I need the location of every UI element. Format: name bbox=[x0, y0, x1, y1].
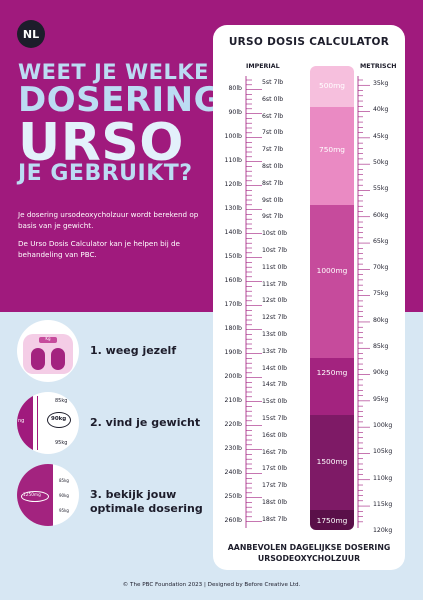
stone-label: 5st 7lb bbox=[262, 79, 284, 86]
stone-label: 13st 7lb bbox=[262, 347, 288, 355]
dose-label: 1750mg bbox=[316, 516, 348, 525]
kg-label: 105kg bbox=[373, 448, 393, 456]
lb-label: 190lb bbox=[224, 349, 242, 356]
lb-label: 260lb bbox=[224, 517, 242, 524]
lb-label: 230lb bbox=[224, 445, 242, 452]
kg-label: 60kg bbox=[373, 211, 389, 219]
stone-label: 10st 7lb bbox=[262, 247, 288, 254]
lb-label: 210lb bbox=[224, 397, 242, 404]
intro-paragraph-1: Je dosering ursodeoxycholzuur wordt bere… bbox=[18, 210, 199, 230]
stone-label: 6st 7lb bbox=[262, 112, 284, 120]
dose-band-1000mg bbox=[310, 205, 354, 358]
dose-band-1250mg bbox=[310, 358, 354, 415]
dose-label: 750mg bbox=[319, 145, 345, 154]
imperial-header: IMPERIAL bbox=[246, 63, 280, 70]
dose-band-1750mg bbox=[310, 510, 354, 530]
dose-band-750mg bbox=[310, 107, 354, 205]
kg-label: 100kg bbox=[373, 421, 393, 429]
lb-label: 150lb bbox=[224, 253, 242, 260]
stone-label: 7st 0lb bbox=[262, 129, 284, 137]
stone-label: 6st 0lb bbox=[262, 95, 284, 103]
dose-label: 500mg bbox=[319, 81, 345, 90]
stone-label: 12st 7lb bbox=[262, 314, 288, 322]
kg-label: 90kg bbox=[373, 369, 389, 377]
stone-label: 18st 0lb bbox=[262, 499, 288, 506]
stone-label: 10st 0lb bbox=[262, 230, 288, 238]
kg-label: 95kg bbox=[373, 395, 389, 403]
stone-label: 16st 7lb bbox=[262, 448, 288, 456]
recommend-line-2: URSODEOXYCHOLZUUR bbox=[257, 554, 361, 563]
stone-label: 17st 7lb bbox=[262, 482, 288, 490]
stone-label: 8st 0lb bbox=[262, 163, 284, 170]
dose-label: 1250mg bbox=[316, 368, 348, 377]
scale-icon: Kg bbox=[17, 320, 79, 382]
step-2-label: 2. vind je gewicht bbox=[90, 416, 201, 429]
stone-label: 17st 0lb bbox=[262, 465, 288, 473]
dose-chart-icon: 1250mg 85kg 90kg 95kg bbox=[17, 464, 79, 526]
lb-label: 250lb bbox=[224, 493, 242, 500]
stone-label: 12st 0lb bbox=[262, 297, 288, 305]
recommend-line-1: AANBEVOLEN DAGELIJKSE DOSERING bbox=[227, 543, 391, 552]
kg-label: 65kg bbox=[373, 237, 389, 245]
stone-label: 14st 0lb bbox=[262, 364, 288, 372]
kg-label: 85kg bbox=[373, 343, 389, 350]
kg-label: 50kg bbox=[373, 158, 389, 166]
stone-label: 8st 7lb bbox=[262, 179, 284, 187]
lb-label: 180lb bbox=[224, 325, 242, 332]
lb-label: 120lb bbox=[224, 181, 242, 188]
stone-label: 9st 0lb bbox=[262, 196, 284, 204]
kg-label: 115kg bbox=[373, 500, 393, 508]
headline-line-3: URSO bbox=[18, 113, 184, 173]
lb-label: 130lb bbox=[224, 205, 242, 212]
stone-label: 16st 0lb bbox=[262, 431, 288, 439]
dose-label: 1000mg bbox=[316, 266, 348, 275]
headline-line-1: WEET JE WELKE bbox=[18, 60, 209, 84]
kg-label: 80kg bbox=[373, 316, 389, 324]
kg-label: 40kg bbox=[373, 106, 389, 114]
language-badge: NL bbox=[17, 20, 45, 48]
lb-label: 220lb bbox=[224, 421, 242, 428]
kg-label: 70kg bbox=[373, 264, 389, 272]
stone-label: 15st 7lb bbox=[262, 415, 288, 422]
lb-label: 240lb bbox=[224, 469, 242, 476]
stone-label: 18st 7lb bbox=[262, 515, 288, 523]
intro-paragraph-2: De Urso Dosis Calculator kan je helpen b… bbox=[18, 239, 180, 259]
kg-label: 35kg bbox=[373, 80, 389, 87]
footer-credit: © The PBC Foundation 2023 | Designed by … bbox=[122, 582, 301, 588]
stone-label: 9st 7lb bbox=[262, 213, 284, 221]
lb-label: 170lb bbox=[224, 301, 242, 308]
kg-label: 55kg bbox=[373, 185, 389, 193]
ruler-icon: ng 85kg 90kg 95kg bbox=[17, 392, 79, 454]
dose-label: 1500mg bbox=[316, 457, 348, 466]
stone-label: 13st 0lb bbox=[262, 331, 288, 338]
stone-label: 15st 0lb bbox=[262, 398, 288, 406]
lb-label: 90lb bbox=[228, 109, 242, 116]
stone-label: 14st 7lb bbox=[262, 381, 288, 389]
dose-band-1500mg bbox=[310, 415, 354, 510]
kg-label: 75kg bbox=[373, 290, 389, 298]
step-1-label: 1. weeg jezelf bbox=[90, 344, 177, 357]
lb-label: 160lb bbox=[224, 277, 242, 284]
lb-label: 200lb bbox=[224, 373, 242, 380]
stone-label: 11st 0lb bbox=[262, 263, 288, 271]
metric-header: METRISCH bbox=[360, 63, 397, 70]
kg-label: 110kg bbox=[373, 474, 393, 482]
headline-line-2: DOSERING bbox=[18, 80, 223, 120]
stone-label: 7st 7lb bbox=[262, 146, 284, 154]
calculator-card bbox=[213, 25, 405, 570]
stone-label: 11st 7lb bbox=[262, 280, 288, 288]
step-3-label: 3. bekijk jouw optimale dosering bbox=[90, 488, 203, 515]
kg-label: 120kg bbox=[373, 527, 393, 535]
headline-line-4: JE GEBRUIKT? bbox=[18, 161, 193, 186]
lb-label: 140lb bbox=[224, 229, 242, 236]
lb-label: 100lb bbox=[224, 133, 242, 140]
calculator-title: URSO DOSIS CALCULATOR bbox=[228, 36, 390, 48]
lb-label: 110lb bbox=[224, 157, 242, 164]
lb-label: 80lb bbox=[228, 85, 242, 92]
dose-band-500mg bbox=[310, 66, 354, 107]
kg-label: 45kg bbox=[373, 132, 389, 140]
